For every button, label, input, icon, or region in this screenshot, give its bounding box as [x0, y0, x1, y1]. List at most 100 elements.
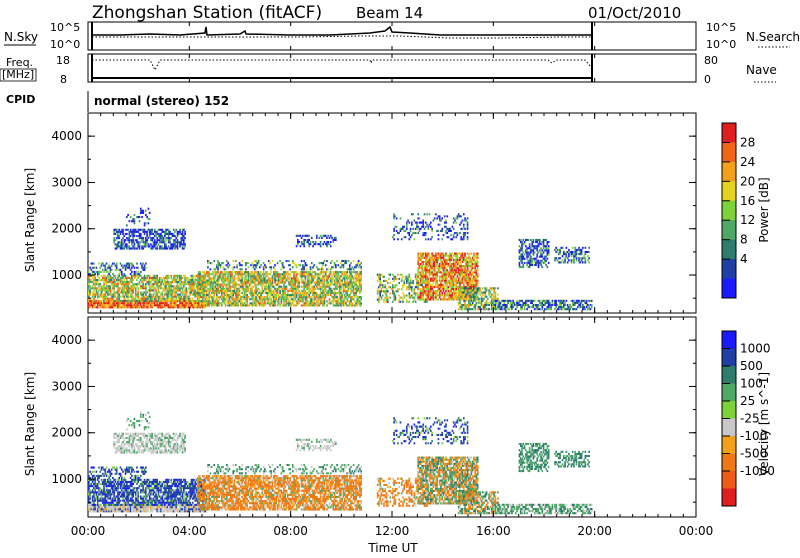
power-cell [338, 300, 340, 302]
power-cell [395, 294, 397, 296]
power-cell [182, 245, 184, 247]
power-cell [330, 273, 332, 275]
power-cell [296, 245, 298, 247]
power-cell [202, 275, 204, 277]
power-cell [156, 241, 158, 243]
power-cell [496, 308, 498, 310]
power-cell [379, 294, 381, 296]
power-cell [217, 266, 219, 268]
power-cell [288, 277, 290, 279]
power-cell [93, 263, 95, 265]
power-cell [139, 283, 141, 285]
power-cell [208, 260, 210, 262]
power-cell [292, 298, 294, 300]
power-cell [122, 267, 124, 269]
power-cell [403, 297, 405, 299]
power-cell [386, 288, 388, 290]
power-cell [177, 283, 179, 285]
power-cell [427, 284, 429, 286]
power-cell [251, 288, 253, 290]
power-cell [126, 247, 128, 249]
power-cell [324, 282, 326, 284]
power-cell [120, 263, 122, 265]
power-cell [201, 296, 203, 298]
power-cell [358, 260, 360, 262]
power-cell [322, 243, 324, 245]
power-cell [500, 302, 502, 304]
power-cell [139, 216, 141, 218]
power-cell [225, 275, 227, 277]
power-cell [459, 289, 461, 291]
power-cell [173, 233, 175, 235]
power-cell [234, 266, 236, 268]
power-cell [256, 298, 258, 300]
power-cell [360, 268, 362, 270]
power-cell [446, 284, 448, 286]
power-cell [108, 273, 110, 275]
power-cell [441, 294, 443, 296]
power-cell [468, 269, 470, 271]
power-cell [140, 291, 142, 293]
power-cell [460, 263, 462, 265]
power-cell [101, 265, 103, 267]
power-cell [383, 276, 385, 278]
power-cell [438, 298, 440, 300]
power-cell [346, 292, 348, 294]
power-cell [135, 287, 137, 289]
power-cell [289, 273, 291, 275]
power-cell [355, 292, 357, 294]
power-cell [270, 288, 272, 290]
power-cell [303, 266, 305, 268]
power-cell [462, 280, 464, 282]
power-cell [161, 294, 163, 296]
power-cell [320, 290, 322, 292]
power-cell [287, 292, 289, 294]
power-cell [283, 279, 285, 281]
power-cell [468, 306, 470, 308]
power-cell [93, 267, 95, 269]
power-cell [406, 294, 408, 296]
power-cell [260, 271, 262, 273]
power-cell [224, 282, 226, 284]
power-cell [212, 273, 214, 275]
power-cell [122, 243, 124, 245]
power-cell [249, 304, 251, 306]
power-cell [251, 262, 253, 264]
power-cell [174, 239, 176, 241]
power-cell [479, 294, 481, 296]
power-cell [284, 292, 286, 294]
power-cell [93, 298, 95, 300]
power-cell [433, 282, 435, 284]
power-cell [253, 296, 255, 298]
nsky-label: N.Sky [4, 30, 38, 44]
power-cell [129, 237, 131, 239]
power-cell [312, 279, 314, 281]
power-cell [468, 300, 470, 302]
power-cell [197, 288, 199, 290]
power-cell [477, 296, 479, 298]
power-cell [113, 289, 115, 291]
power-cell [430, 263, 432, 265]
power-cell [218, 292, 220, 294]
power-cell [180, 241, 182, 243]
power-cell [395, 276, 397, 278]
power-cell [398, 294, 400, 296]
power-cell [324, 300, 326, 302]
power-cell [476, 259, 478, 261]
power-cell [326, 237, 328, 239]
power-cell [150, 243, 152, 245]
power-cell [472, 289, 474, 291]
power-cell [175, 291, 177, 293]
power-cell [329, 300, 331, 302]
power-cell [292, 260, 294, 262]
power-cell [205, 277, 207, 279]
power-cell [351, 275, 353, 277]
power-cell [505, 308, 507, 310]
power-cell [402, 276, 404, 278]
power-cell [298, 290, 300, 292]
power-cell [156, 231, 158, 233]
power-cell [325, 296, 327, 298]
power-cell [253, 286, 255, 288]
power-cell [406, 282, 408, 284]
power-cell [464, 267, 466, 269]
